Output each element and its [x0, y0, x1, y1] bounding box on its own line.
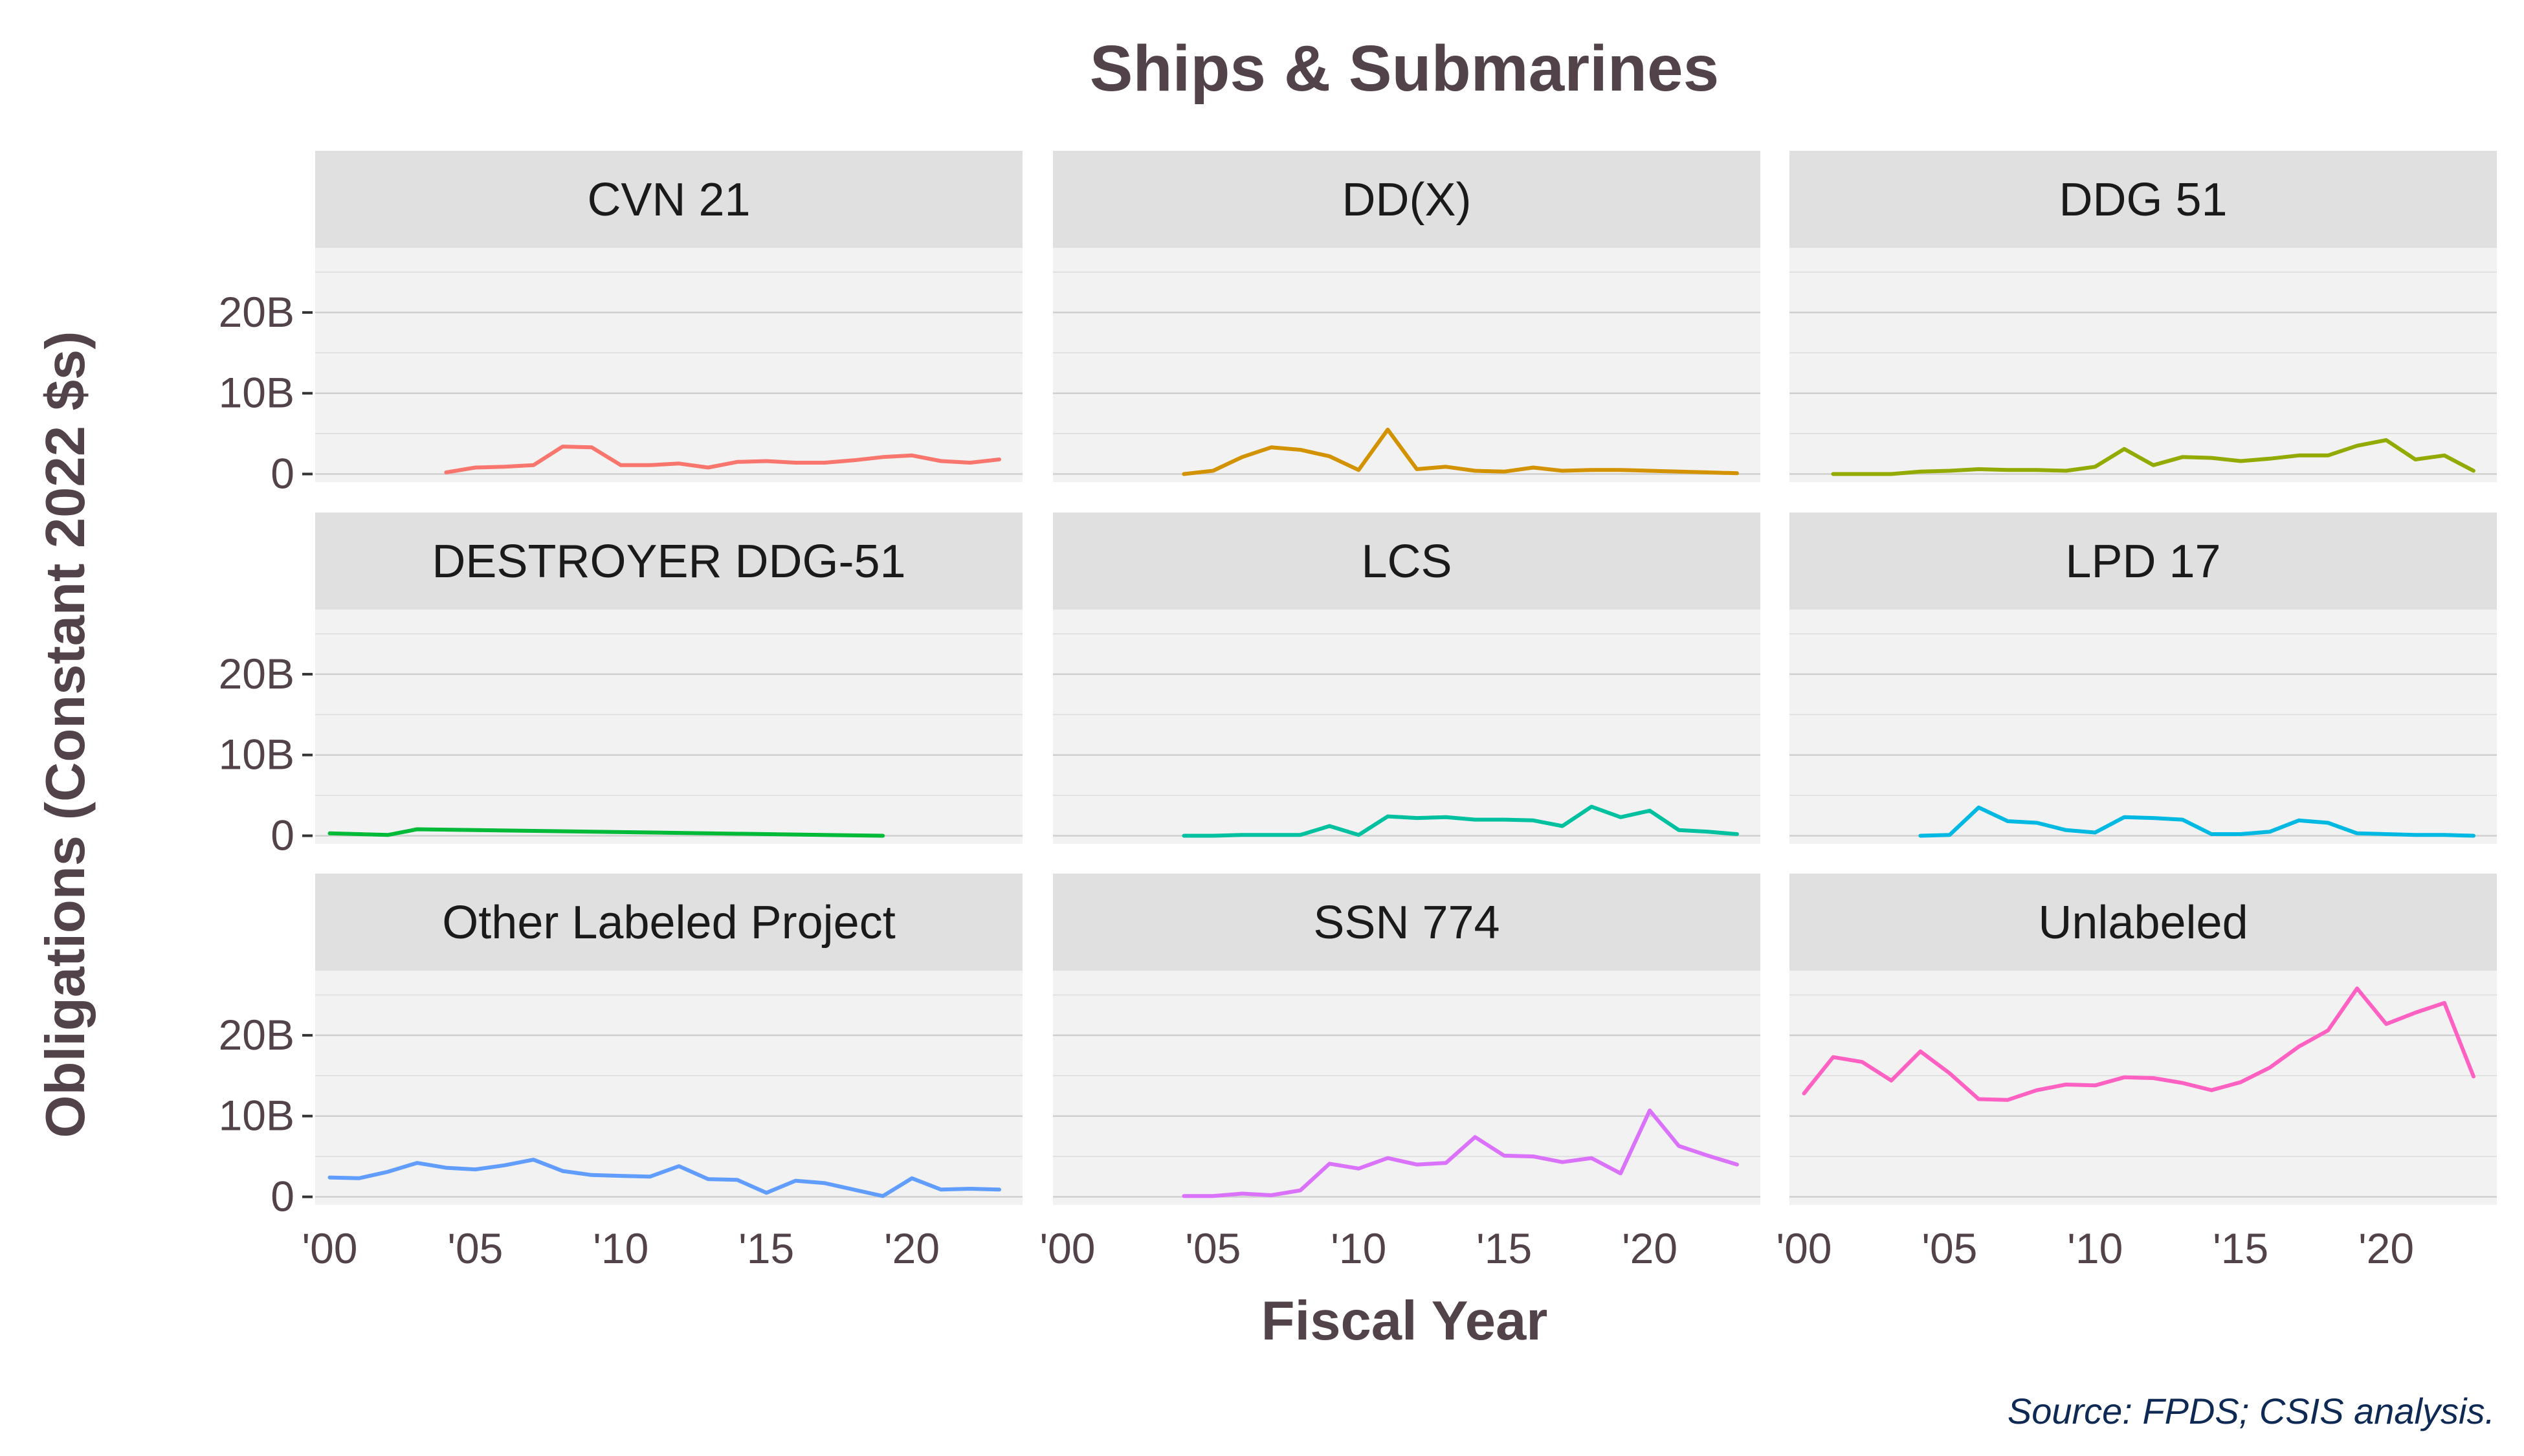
- panel-background: [315, 610, 1023, 844]
- x-axis-title: Fiscal Year: [1261, 1290, 1548, 1352]
- x-tick-label: '05: [1185, 1224, 1241, 1272]
- facet-strip-label: DDG 51: [2059, 174, 2227, 226]
- x-tick-label: '20: [1622, 1224, 1677, 1272]
- facet-strip-label: DD(X): [1342, 174, 1472, 226]
- panel-background: [315, 248, 1023, 482]
- y-tick-label: 0: [271, 811, 294, 859]
- facet-strip: [315, 874, 1023, 971]
- y-tick-label: 10B: [219, 369, 294, 417]
- facet-strip-label: DESTROYER DDG-51: [432, 536, 905, 588]
- series-line: [1831, 438, 2475, 476]
- x-tick-label: '15: [738, 1224, 794, 1272]
- y-tick-label: 10B: [219, 731, 294, 778]
- series-line: [327, 827, 885, 838]
- facet-panel: DESTROYER DDG-51: [315, 513, 1023, 844]
- panel-background: [1053, 248, 1760, 482]
- facet-panel: LPD 17: [1789, 513, 2497, 844]
- facet-strip: [1053, 874, 1760, 971]
- facet-strip-label: Unlabeled: [2038, 897, 2248, 949]
- y-tick-label: 10B: [219, 1092, 294, 1140]
- panel-background: [1053, 971, 1760, 1205]
- x-tick-label: '10: [1331, 1224, 1386, 1272]
- x-tick-label: '00: [1039, 1224, 1095, 1272]
- panel-background: [1789, 971, 2497, 1205]
- series-line: [327, 1158, 1001, 1198]
- panel-background: [1789, 610, 2497, 844]
- x-tick-label: '10: [2067, 1224, 2123, 1272]
- series-line: [1182, 1109, 1739, 1198]
- facet-panel: DD(X): [1053, 151, 1760, 482]
- x-tick-label: '15: [2213, 1224, 2268, 1272]
- x-tick-label: '10: [593, 1224, 648, 1272]
- x-tick-label: '05: [447, 1224, 503, 1272]
- facet-strip: [1053, 151, 1760, 248]
- facet-panel: Unlabeled: [1789, 874, 2497, 1205]
- source-note: Source: FPDS; CSIS analysis.: [2008, 1391, 2495, 1431]
- y-tick-label: 0: [271, 450, 294, 498]
- facet-panel: CVN 21: [315, 151, 1023, 482]
- series-line: [1918, 805, 2475, 838]
- chart-title: Ships & Submarines: [1090, 32, 1719, 105]
- facet-panel: LCS: [1053, 513, 1760, 844]
- x-tick-label: '05: [1921, 1224, 1977, 1272]
- y-tick-label: 20B: [219, 288, 294, 336]
- y-tick-label: 20B: [219, 650, 294, 698]
- x-tick-label: '20: [2358, 1224, 2414, 1272]
- facet-panels: CVN 21 DD(X) DDG 51 DESTROYER DDG-51 LCS LPD …: [315, 151, 2497, 1205]
- x-tick-label: '15: [1476, 1224, 1532, 1272]
- panel-background: [1053, 610, 1760, 844]
- x-tick-label: '00: [1776, 1224, 1832, 1272]
- facet-strip-label: CVN 21: [587, 174, 750, 226]
- series-line: [1182, 427, 1739, 476]
- facet-strip-label: LCS: [1361, 536, 1452, 588]
- facet-strip: [1789, 513, 2497, 610]
- facet-strip: [315, 513, 1023, 610]
- series-line: [1802, 986, 2475, 1102]
- y-axis-tick-labels: 0 10B 20B 0 10B 20B 0 10B 20B: [219, 288, 313, 1220]
- x-axis-tick-labels: '00 '05 '10 '15 '20 '00 '05 '10 '15 '20 '00 '05 '10 '…: [302, 1224, 2414, 1272]
- facet-strip: [1789, 874, 2497, 971]
- y-tick-label: 0: [271, 1173, 294, 1220]
- facet-panel: DDG 51: [1789, 151, 2497, 482]
- x-tick-label: '20: [884, 1224, 940, 1272]
- series-line: [1182, 804, 1739, 838]
- facet-panel: Other Labeled Project: [315, 874, 1023, 1205]
- y-tick-label: 20B: [219, 1011, 294, 1059]
- panel-background: [1789, 248, 2497, 482]
- facet-strip: [1789, 151, 2497, 248]
- facet-strip: [1053, 513, 1760, 610]
- y-axis-title: Obligations (Constant 2022 $s): [35, 331, 96, 1138]
- facet-strip-label: LPD 17: [2065, 536, 2220, 588]
- x-tick-label: '00: [302, 1224, 357, 1272]
- facet-strip-label: SSN 774: [1313, 897, 1500, 949]
- series-line: [444, 445, 1001, 474]
- facet-panel: SSN 774: [1053, 874, 1760, 1205]
- facet-strip: [315, 151, 1023, 248]
- facet-strip-label: Other Labeled Project: [442, 897, 895, 949]
